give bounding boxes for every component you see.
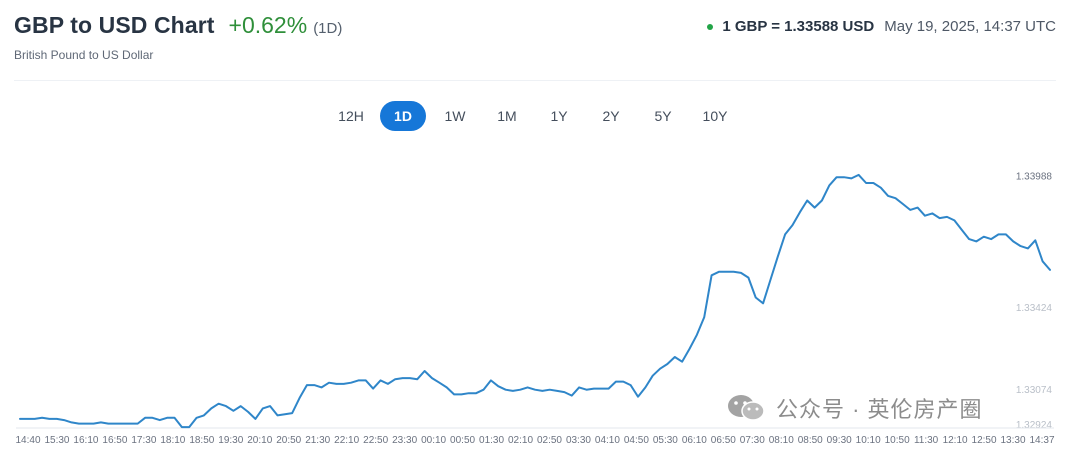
x-tick-label: 02:10 <box>508 435 533 446</box>
x-tick-label: 22:50 <box>363 435 388 446</box>
y-tick-label: 1.33074 <box>1016 385 1053 396</box>
x-tick-label: 12:50 <box>972 435 997 446</box>
x-tick-label: 14:40 <box>15 435 40 446</box>
rate-timestamp: May 19, 2025, 14:37 UTC <box>884 18 1056 35</box>
x-tick-label: 08:50 <box>798 435 823 446</box>
x-tick-label: 05:30 <box>653 435 678 446</box>
period-button-10y[interactable]: 10Y <box>692 101 738 131</box>
x-tick-label: 10:10 <box>856 435 881 446</box>
x-tick-label: 01:30 <box>479 435 504 446</box>
period-button-1w[interactable]: 1W <box>432 101 478 131</box>
x-tick-label: 15:30 <box>44 435 69 446</box>
x-tick-label: 23:30 <box>392 435 417 446</box>
period-button-1y[interactable]: 1Y <box>536 101 582 131</box>
x-tick-label: 08:10 <box>769 435 794 446</box>
x-tick-label: 02:50 <box>537 435 562 446</box>
x-tick-label: 03:30 <box>566 435 591 446</box>
x-axis-ticks: 14:40 15:30 16:10 16:50 17:30 18:10 18:50 19:30… <box>15 435 1054 446</box>
x-tick-label: 16:50 <box>102 435 127 446</box>
title-row: GBP to USD Chart +0.62% (1D) <box>14 12 1056 39</box>
x-tick-label: 21:30 <box>305 435 330 446</box>
x-tick-label: 20:10 <box>247 435 272 446</box>
x-tick-label: 16:10 <box>73 435 98 446</box>
period-button-5y[interactable]: 5Y <box>640 101 686 131</box>
y-tick-label: 1.32924 <box>1016 420 1053 431</box>
x-tick-label: 06:50 <box>711 435 736 446</box>
x-tick-label: 10:50 <box>885 435 910 446</box>
x-tick-label: 18:50 <box>189 435 214 446</box>
live-status-dot-icon <box>707 23 714 30</box>
x-tick-label: 12:10 <box>943 435 968 446</box>
x-tick-label: 04:50 <box>624 435 649 446</box>
x-tick-label: 22:10 <box>334 435 359 446</box>
x-tick-label: 00:50 <box>450 435 475 446</box>
page-subtitle: British Pound to US Dollar <box>14 48 154 62</box>
x-tick-label: 14:37 <box>1029 435 1054 446</box>
series-line <box>19 173 1051 429</box>
x-tick-label: 04:10 <box>595 435 620 446</box>
chart-header: GBP to USD Chart +0.62% (1D) British Pou… <box>14 12 1056 72</box>
y-tick-label: 1.33424 <box>1016 303 1053 314</box>
y-tick-label: 1.33988 <box>1016 171 1053 182</box>
x-tick-label: 09:30 <box>827 435 852 446</box>
x-tick-label: 18:10 <box>160 435 185 446</box>
period-tag: (1D) <box>313 20 343 37</box>
period-button-12h[interactable]: 12H <box>328 101 374 131</box>
x-tick-label: 11:30 <box>914 435 939 446</box>
period-selector: 12H 1D 1W 1M 1Y 2Y 5Y 10Y <box>328 101 738 131</box>
x-tick-label: 17:30 <box>131 435 156 446</box>
y-axis-ticks: 1.33988 1.33424 1.33074 1.32924 <box>1016 171 1053 431</box>
change-percent: +0.62% <box>228 12 308 38</box>
page-title: GBP to USD Chart <box>14 12 215 38</box>
rate-summary: 1 GBP = 1.33588 USD May 19, 2025, 14:37 … <box>707 18 1056 35</box>
x-tick-label: 00:10 <box>421 435 446 446</box>
x-tick-label: 13:30 <box>1001 435 1026 446</box>
period-button-2y[interactable]: 2Y <box>588 101 634 131</box>
x-tick-label: 19:30 <box>218 435 243 446</box>
header-divider <box>14 80 1056 81</box>
period-button-1d[interactable]: 1D <box>380 101 426 131</box>
rate-value: 1 GBP = 1.33588 USD <box>722 18 875 35</box>
x-tick-label: 20:50 <box>276 435 301 446</box>
period-button-1m[interactable]: 1M <box>484 101 530 131</box>
x-tick-label: 06:10 <box>682 435 707 446</box>
x-tick-label: 07:30 <box>740 435 765 446</box>
